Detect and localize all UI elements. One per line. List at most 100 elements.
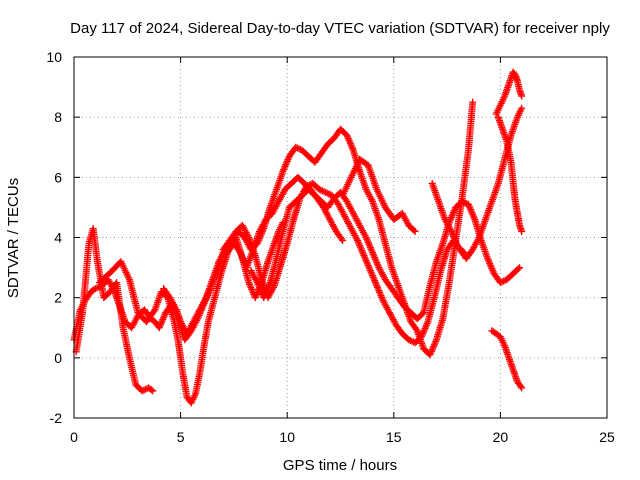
data-point (376, 290, 384, 298)
data-point (448, 229, 456, 237)
data-point (517, 382, 525, 390)
data-point (362, 257, 370, 265)
data-point (320, 188, 328, 196)
series-track-8 (428, 179, 468, 257)
data-point (450, 234, 458, 242)
data-point (362, 234, 370, 241)
data-point (349, 145, 357, 153)
series-track-9 (488, 327, 526, 392)
data-point (366, 265, 374, 273)
data-point (449, 232, 457, 240)
y-tick-label: 8 (54, 109, 62, 125)
data-point (238, 254, 246, 262)
data-point (159, 315, 167, 323)
series-track-4 (160, 98, 477, 359)
data-point (468, 209, 476, 217)
data-point (378, 295, 386, 303)
data-point (339, 237, 347, 245)
data-point (246, 282, 254, 290)
data-point (377, 292, 385, 300)
data-point (469, 98, 477, 106)
data-point (265, 280, 273, 288)
data-point (448, 212, 456, 220)
data-point (359, 250, 367, 258)
data-point (364, 237, 372, 245)
x-tick-label: 25 (599, 429, 615, 445)
data-point (323, 189, 331, 197)
data-point (421, 324, 429, 332)
data-point (419, 329, 427, 337)
data-point (430, 341, 438, 349)
data-point (259, 226, 267, 234)
data-point (370, 275, 378, 283)
data-point (447, 213, 455, 221)
data-point (281, 162, 289, 170)
data-point (371, 278, 379, 286)
data-point (371, 254, 379, 262)
data-point (450, 207, 458, 215)
data-point (427, 349, 435, 357)
data-point (338, 235, 346, 243)
data-point (466, 204, 474, 212)
y-tick-label: 2 (54, 290, 62, 306)
data-point (364, 239, 372, 247)
data-point (373, 259, 381, 267)
data-point (449, 210, 457, 218)
series-track-2 (72, 224, 157, 395)
data-point (346, 140, 354, 148)
data-point (255, 235, 263, 243)
data-point (369, 273, 377, 281)
data-point (366, 242, 374, 250)
data-point (467, 205, 475, 213)
data-point (253, 240, 261, 248)
data-point (373, 282, 381, 290)
data-point (263, 287, 271, 295)
data-point (343, 131, 351, 139)
data-point (420, 326, 428, 334)
data-point (253, 279, 261, 287)
data-point (411, 227, 419, 235)
y-tick-label: 4 (54, 230, 62, 246)
data-point (260, 292, 268, 300)
data-point (364, 260, 372, 268)
data-point (514, 265, 522, 273)
data-point (257, 231, 265, 239)
data-point (140, 386, 148, 394)
data-point (239, 255, 247, 263)
data-point (251, 294, 259, 302)
data-point (360, 252, 368, 260)
data-point (367, 268, 375, 276)
x-axis-label: GPS time / hours (283, 457, 397, 474)
data-point (422, 323, 430, 331)
data-point (356, 243, 364, 251)
chart-title: Day 117 of 2024, Sidereal Day-to-day VTE… (70, 20, 610, 37)
data-point (344, 135, 352, 143)
data-point (372, 257, 380, 265)
data-point (258, 228, 266, 236)
data-point (280, 164, 288, 172)
data-point (160, 312, 168, 320)
data-point (378, 293, 386, 301)
data-point (157, 320, 165, 328)
data-point (295, 145, 303, 153)
data-point (518, 227, 526, 235)
y-tick-label: -2 (50, 410, 63, 426)
data-point (247, 284, 255, 292)
data-point (91, 285, 99, 293)
data-point (430, 342, 438, 350)
data-point (245, 279, 253, 287)
data-point (498, 278, 506, 286)
data-point (160, 314, 168, 322)
data-point (322, 188, 330, 196)
data-point (447, 227, 455, 235)
data-point (368, 249, 376, 257)
data-point (366, 244, 374, 252)
series-track-7 (339, 155, 419, 235)
data-point (487, 263, 495, 271)
data-point (354, 238, 362, 246)
data-point (488, 265, 496, 273)
data-point (365, 263, 373, 271)
data-points (70, 68, 526, 407)
data-point (263, 285, 271, 293)
data-point (282, 161, 290, 169)
